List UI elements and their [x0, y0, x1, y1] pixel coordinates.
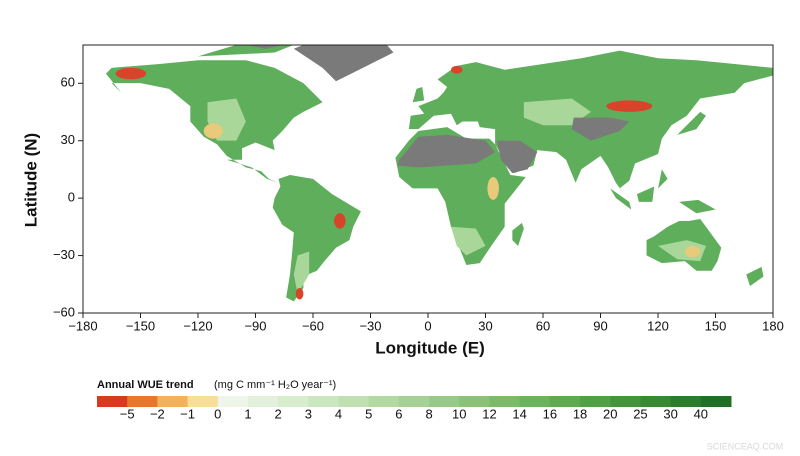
- colorbar-tick-label: 4: [335, 406, 342, 421]
- colorbar-tick-label: 30: [663, 406, 677, 421]
- colorbar-swatch: [308, 396, 340, 407]
- colorbar-swatch: [247, 396, 279, 407]
- colorbar-swatch: [459, 396, 490, 407]
- colorbar-swatch: [549, 396, 581, 407]
- colorbar-tick-label: 5: [365, 406, 372, 421]
- colorbar-tick-label: 14: [512, 406, 526, 421]
- colorbar-tick-label: 20: [603, 406, 617, 421]
- x-tick-label: −150: [126, 318, 155, 333]
- colorbar-title: Annual WUE trend: [97, 379, 194, 391]
- colorbar-units: (mg C mm⁻¹ H₂O year⁻¹): [214, 379, 336, 391]
- x-tick-label: −60: [302, 318, 324, 333]
- colorbar-tick-label: 25: [633, 406, 647, 421]
- y-tick-label: −60: [53, 304, 75, 319]
- x-tick-label: 150: [705, 318, 727, 333]
- y-tick-label: 30: [61, 132, 75, 147]
- colorbar-swatch: [670, 396, 702, 407]
- colorbar-swatch: [338, 396, 370, 407]
- y-axis-label: Latitude (N): [21, 133, 40, 227]
- x-tick-label: 120: [647, 318, 669, 333]
- y-tick-label: 0: [68, 190, 75, 205]
- x-tick-label: 90: [593, 318, 607, 333]
- x-tick-label: −30: [359, 318, 381, 333]
- watermark: SCIENCEAQ.COM: [707, 441, 784, 451]
- colorbar-tick-label: 8: [425, 406, 432, 421]
- colorbar-tick-label: 6: [395, 406, 402, 421]
- world-map: [105, 44, 774, 302]
- colorbar-tick-label: −5: [120, 406, 135, 421]
- colorbar-tick-label: 3: [305, 406, 312, 421]
- colorbar-swatch: [97, 396, 128, 407]
- colorbar-swatch: [640, 396, 672, 407]
- colorbar-swatch: [700, 396, 732, 407]
- colorbar-swatch: [580, 396, 611, 407]
- colorbar-tick-label: 10: [452, 406, 466, 421]
- colorbar-tick-label: 18: [573, 406, 587, 421]
- x-tick-label: −90: [244, 318, 266, 333]
- colorbar-swatch: [368, 396, 400, 407]
- colorbar-tick-label: 40: [694, 406, 708, 421]
- x-tick-label: −180: [68, 318, 97, 333]
- colorbar-tick-label: −1: [180, 406, 195, 421]
- colorbar-swatch: [278, 396, 309, 407]
- colorbar-swatch: [127, 396, 158, 407]
- x-axis-label: Longitude (E): [375, 338, 485, 357]
- colorbar-swatch: [217, 396, 249, 407]
- x-tick-label: 30: [478, 318, 492, 333]
- colorbar-swatch: [398, 396, 430, 407]
- colorbar-tick-label: 12: [482, 406, 496, 421]
- colorbar-swatch: [519, 396, 551, 407]
- colorbar-swatch: [610, 396, 641, 407]
- y-tick-label: 60: [61, 75, 75, 90]
- colorbar-tick-label: 1: [244, 406, 251, 421]
- x-tick-label: 60: [536, 318, 550, 333]
- x-tick-label: 180: [762, 318, 784, 333]
- colorbar-swatch: [489, 396, 521, 407]
- colorbar-tick-label: 0: [214, 406, 221, 421]
- colorbar-swatch: [157, 396, 189, 407]
- colorbar-tick-label: 2: [275, 406, 282, 421]
- colorbar-swatch: [429, 396, 460, 407]
- colorbar-swatch: [187, 396, 219, 407]
- colorbar-tick-label: 16: [543, 406, 557, 421]
- y-tick-label: −30: [53, 247, 75, 262]
- x-tick-label: −120: [183, 318, 212, 333]
- x-tick-label: 0: [424, 318, 431, 333]
- colorbar-tick-label: −2: [150, 406, 165, 421]
